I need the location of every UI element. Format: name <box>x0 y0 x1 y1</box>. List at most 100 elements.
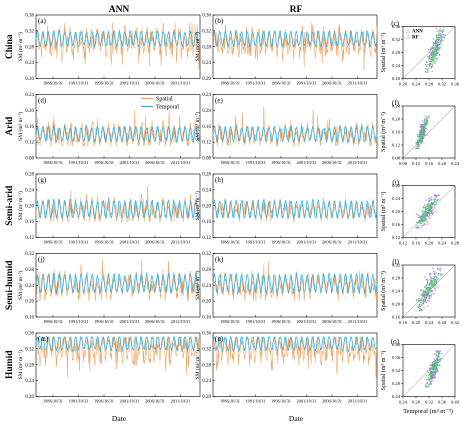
scatter-point-ann <box>430 56 433 59</box>
scatter-point-rf <box>420 138 422 140</box>
legend-label-spatial: Spatial <box>156 97 173 103</box>
scatter-point-ann <box>429 375 432 377</box>
scatter-point-rf <box>432 60 435 62</box>
scatter-point-ann <box>437 43 439 46</box>
x-tick-label: 0.28 <box>451 241 460 246</box>
scatter-point-ann <box>427 290 429 292</box>
scatter-point-rf <box>430 48 433 50</box>
scatter-point-rf <box>433 54 436 57</box>
scatter-point-rf <box>438 43 441 46</box>
scatter-point-ann <box>435 367 437 370</box>
scatter-point-rf <box>440 46 442 48</box>
scatter-point-rf <box>421 132 424 134</box>
scatter-point-rf <box>436 366 438 368</box>
scatter-point-rf <box>422 212 425 214</box>
y-tick-label: 0.24 <box>25 379 34 384</box>
date-tick-label: 2011/10/31 <box>348 81 368 86</box>
scatter-point-ann <box>438 54 441 56</box>
scatter-point-ann <box>422 215 424 217</box>
x-tick-label: 0.20 <box>438 161 447 166</box>
scatter-point-rf <box>442 36 444 39</box>
scatter-point-rf <box>437 351 440 354</box>
scatter-point-ann <box>420 227 422 229</box>
scatter-point-ann <box>435 196 438 198</box>
scatter-point-rf <box>438 32 441 34</box>
date-tick-label: 2001/10/31 <box>119 240 139 245</box>
scatter-point-ann <box>428 217 431 220</box>
scatter-point-rf <box>442 39 445 42</box>
y-tick-label: 0.16 <box>392 222 401 227</box>
x-tick-label: 0.32 <box>438 82 447 87</box>
scatter-point-ann <box>435 280 438 283</box>
panel-b: 0.20 0.24 0.28 0.32 0.36 1986/10/31 1991/10/31… <box>194 14 378 86</box>
scatter-point-ann <box>427 69 429 71</box>
scatter-point-ann <box>431 280 434 283</box>
scatter-point-rf <box>426 116 428 118</box>
scatter-point-rf <box>418 299 420 302</box>
scatter-point-rf <box>441 30 444 32</box>
panel-letter: (a) <box>38 17 46 25</box>
scatter-point-ann <box>423 223 426 225</box>
scatter-point-ann <box>438 354 440 357</box>
y-tick-label: 0.28 <box>202 173 211 178</box>
scatter-point-ann <box>426 279 429 281</box>
scatter-point-ann <box>425 378 428 381</box>
legend-marker-rf: △ <box>406 35 410 41</box>
y-tick-label: 0.32 <box>392 368 401 373</box>
scatter-point-ann <box>436 58 439 61</box>
scatter-point-ann <box>436 30 439 33</box>
row-label-semi-humid: Semi-humid <box>5 260 15 310</box>
scatter-point-ann <box>433 287 436 290</box>
scatter-point-rf <box>429 208 432 211</box>
scatter-point-rf <box>417 298 420 300</box>
scatter-point-rf <box>433 49 435 52</box>
scatter-point-ann <box>435 58 438 60</box>
scatter-point-ann <box>435 39 438 42</box>
panel-letter: (f) <box>392 99 400 107</box>
date-tick-label: 1991/10/31 <box>68 81 88 86</box>
y-tick-label: 0.24 <box>202 61 211 66</box>
scatter-point-rf <box>430 210 433 212</box>
scatter-point-ann <box>429 54 432 56</box>
scatter-point-ann <box>430 378 432 380</box>
y-tick-label: 0.16 <box>25 125 34 130</box>
scatter-point-rf <box>431 285 434 287</box>
scatter-point-rf <box>425 71 427 73</box>
scatter-point-rf <box>424 123 427 125</box>
scatter-point-ann <box>415 213 418 215</box>
panel-letter: (i) <box>392 179 399 187</box>
scatter-point-ann <box>418 129 421 132</box>
scatter-point-rf <box>428 213 431 215</box>
y-tick-label: 0.32 <box>392 263 401 268</box>
scatter-point-ann <box>430 65 433 68</box>
scatter-point-rf <box>418 144 421 146</box>
series-line-spatial <box>212 336 378 379</box>
y-tick-label: 0.24 <box>25 284 34 289</box>
scatter-point-rf <box>428 374 430 377</box>
y-tick-label: 0.36 <box>25 332 34 337</box>
date-tick-label: 2006/10/31 <box>322 240 342 245</box>
scatter-point-rf <box>436 355 439 358</box>
y-tick-label: 0.20 <box>25 395 34 400</box>
scatter-point-rf <box>418 140 420 142</box>
y-label-scatter: Spatial (m³ m⁻³) <box>380 271 387 311</box>
scatter-point-ann <box>426 207 429 210</box>
date-tick-label: 2011/10/31 <box>348 240 368 245</box>
scatter-point-ann <box>423 290 425 293</box>
scatter-point-ann <box>426 382 429 384</box>
scatter-point-ann <box>433 270 435 273</box>
scatter-point-ann <box>430 212 432 215</box>
scatter-point-rf <box>434 43 436 45</box>
x-label-scatter: Temporal (m³ m⁻³) <box>403 408 453 415</box>
legend-label-temporal: Temporal <box>156 105 179 111</box>
panel-e: 0.08 0.12 0.16 0.20 0.24 1986/10/31 1991/10/31… <box>194 93 378 165</box>
scatter-point-ann <box>421 134 423 136</box>
timeseries-frame <box>212 94 378 159</box>
scatter-point-rf <box>424 125 426 128</box>
scatter-point-ann <box>424 299 427 302</box>
y-tick-label: 0.16 <box>392 130 401 135</box>
scatter-point-ann <box>429 273 432 276</box>
date-tick-label: 2006/10/31 <box>145 399 165 404</box>
y-tick-label: 0.24 <box>392 63 401 68</box>
